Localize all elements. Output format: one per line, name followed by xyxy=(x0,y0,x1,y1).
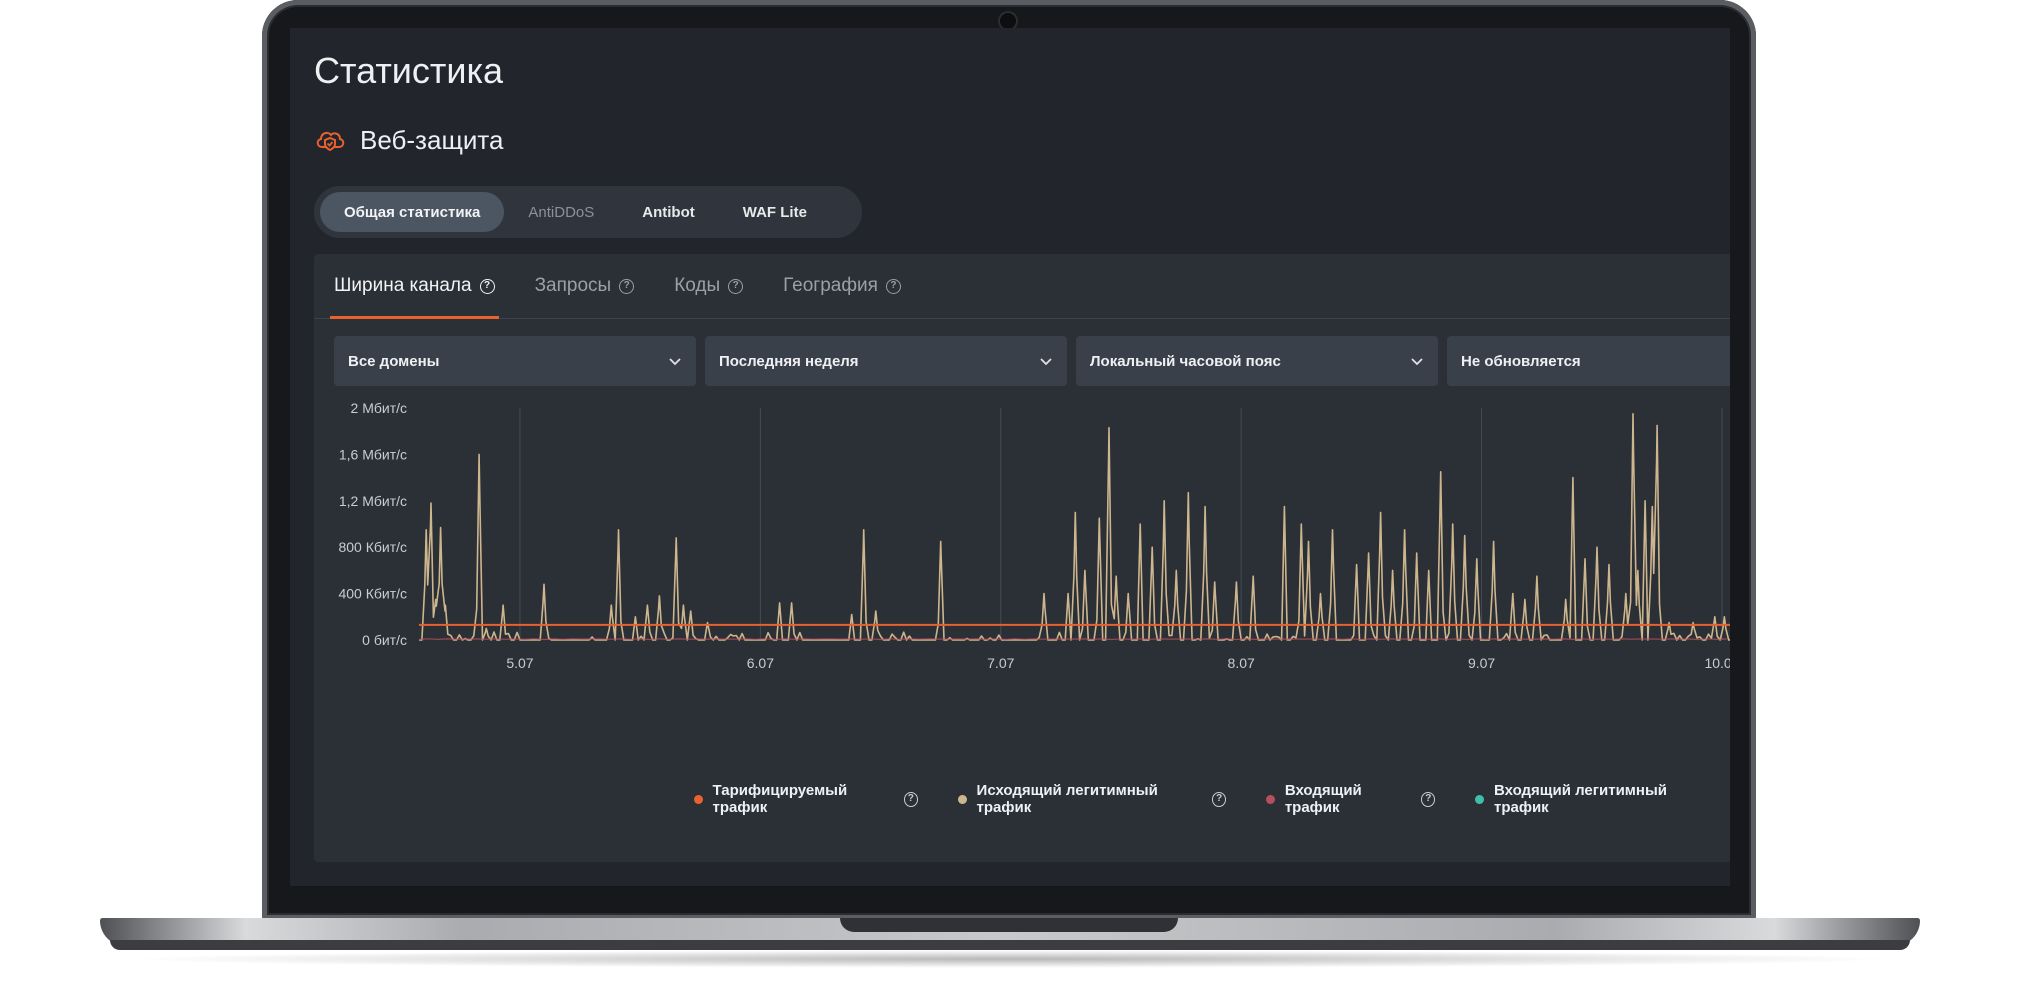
segment-antiddos[interactable]: AntiDDoS xyxy=(528,203,595,221)
domain-select[interactable]: Все домены xyxy=(334,336,696,386)
refresh-select[interactable]: Не обновляется xyxy=(1447,336,1730,386)
legend-label: Входящий трафик xyxy=(1284,782,1362,816)
tab-bandwidth[interactable]: Ширина канала ? xyxy=(330,254,499,319)
series-incoming-line xyxy=(418,638,1727,641)
y-tick-label: 400 Кбит/с xyxy=(338,586,407,602)
section-title: Веб-защита xyxy=(360,124,504,155)
refresh-select-value: Не обновляется xyxy=(1461,352,1581,370)
legend-dot xyxy=(958,794,967,804)
section-header: Веб-защита xyxy=(314,124,503,156)
filter-bar: Все домены Последняя неделя Локальный ча… xyxy=(334,336,1730,386)
legend-label: Исходящий легитимный трафик xyxy=(976,782,1158,816)
tab-geography[interactable]: География ? xyxy=(783,254,901,318)
period-select-value: Последняя неделя xyxy=(719,352,859,370)
tab-label: Запросы xyxy=(534,275,612,296)
help-icon[interactable]: ? xyxy=(903,791,918,807)
chart-legend: Тарифицируемый трафик ? Исходящий легити… xyxy=(694,782,1730,816)
laptop-shadow xyxy=(120,950,1900,968)
y-tick-label: 0 бит/с xyxy=(362,632,407,648)
tab-codes[interactable]: Коды ? xyxy=(674,254,744,318)
chevron-down-icon xyxy=(1040,358,1052,366)
help-icon[interactable]: ? xyxy=(619,278,635,294)
timezone-select[interactable]: Локальный часовой пояс xyxy=(1076,336,1438,386)
timezone-select-value: Локальный часовой пояс xyxy=(1090,352,1281,370)
help-icon[interactable]: ? xyxy=(1212,791,1227,807)
legend-label: Тарифицируемый трафик xyxy=(712,782,848,816)
segment-antibot[interactable]: Antibot xyxy=(642,203,695,221)
period-select[interactable]: Последняя неделя xyxy=(705,336,1067,386)
app-screen: Статистика Веб-защита Общая статистика A… xyxy=(290,28,1730,886)
legend-item-billed[interactable]: Тарифицируемый трафик ? xyxy=(694,782,918,816)
stats-panel: Ширина канала ? Запросы ? Коды ? Географ… xyxy=(314,254,1730,862)
tab-label: Коды xyxy=(674,275,721,296)
chevron-down-icon xyxy=(1411,358,1423,366)
product-switcher: Общая статистика AntiDDoS Antibot WAF Li… xyxy=(314,186,862,238)
legend-dot xyxy=(1266,794,1275,804)
legend-item-incoming[interactable]: Входящий трафик ? xyxy=(1266,782,1436,816)
domain-select-value: Все домены xyxy=(348,352,440,370)
x-tick-label: 7.07 xyxy=(987,655,1014,671)
x-tick-label: 8.07 xyxy=(1228,655,1255,671)
tab-requests[interactable]: Запросы ? xyxy=(535,254,635,318)
bandwidth-chart: 0 бит/с 400 Кбит/с 800 Кбит/с 1,2 Мбит/с 1,6… xyxy=(338,400,1730,671)
legend-item-incoming-legit[interactable]: Входящий легитимный трафик xyxy=(1475,782,1714,816)
segment-waf-lite[interactable]: WAF Lite xyxy=(742,203,807,221)
legend-dot xyxy=(694,794,703,804)
segment-general-stats[interactable]: Общая статистика xyxy=(320,192,505,232)
laptop-base-edge xyxy=(110,940,1910,950)
help-icon[interactable]: ? xyxy=(479,278,495,294)
legend-dot xyxy=(1475,794,1484,804)
y-tick-label: 800 Кбит/с xyxy=(338,539,407,555)
x-tick-label: 5.07 xyxy=(506,655,533,671)
help-icon[interactable]: ? xyxy=(885,278,901,294)
series-outgoing-legit-line xyxy=(419,413,1730,641)
legend-item-outgoing-legit[interactable]: Исходящий легитимный трафик ? xyxy=(958,782,1227,816)
x-tick-label: 10.07 xyxy=(1704,655,1730,671)
help-icon[interactable]: ? xyxy=(1421,791,1436,807)
tab-label: Ширина канала xyxy=(334,275,472,296)
x-tick-label: 9.07 xyxy=(1468,655,1495,671)
legend-label: Входящий легитимный трафик xyxy=(1493,782,1667,816)
chevron-down-icon xyxy=(669,358,681,366)
tab-label: География xyxy=(783,275,878,296)
camera-icon xyxy=(1000,13,1016,29)
laptop-notch xyxy=(840,918,1178,932)
y-tick-label: 2 Мбит/с xyxy=(351,400,407,416)
y-tick-label: 1,6 Мбит/с xyxy=(339,446,407,462)
help-icon[interactable]: ? xyxy=(728,278,744,294)
page-title: Статистика xyxy=(314,50,504,91)
cloud-shield-icon xyxy=(316,131,345,152)
metric-tabs: Ширина канала ? Запросы ? Коды ? Географ… xyxy=(314,254,1730,319)
x-tick-label: 6.07 xyxy=(747,655,774,671)
y-tick-label: 1,2 Мбит/с xyxy=(339,493,407,509)
